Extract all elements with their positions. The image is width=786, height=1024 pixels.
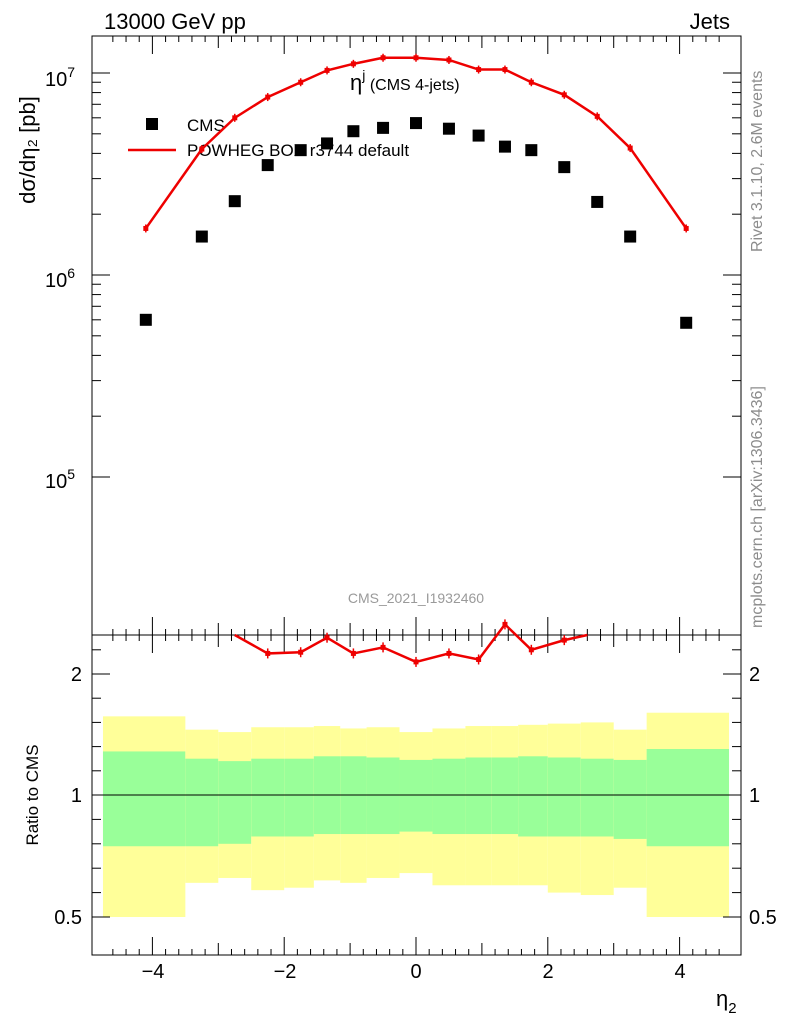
x-axis-label: η2 [716, 986, 737, 1017]
ratio-point [502, 621, 508, 627]
cms-point [139, 313, 152, 326]
header-right: Jets [690, 9, 730, 34]
green-band-bin [646, 749, 730, 847]
mcplots-label: mcplots.cern.ch [arXiv:1306.3436] [749, 386, 766, 628]
powheg-point [683, 225, 689, 231]
ratio-point [298, 649, 304, 655]
ratio-point [528, 647, 534, 653]
x-tick-label-m2: −2 [274, 961, 297, 983]
powheg-point [627, 145, 633, 151]
powheg-point [143, 225, 149, 231]
green-band-bin [491, 757, 519, 835]
ratio-point [350, 650, 356, 656]
cms-point [377, 121, 390, 134]
ratio-ylabel: Ratio to CMS [23, 744, 42, 845]
green-band-bin [580, 758, 614, 837]
axis-ticks [92, 36, 741, 955]
ratio-series [234, 619, 588, 667]
ratio-tick-right-2: 2 [749, 664, 760, 686]
x-tick-labels: −4 −2 0 2 4 [142, 961, 686, 983]
green-band-bin [613, 759, 647, 839]
ratio-point [446, 650, 452, 656]
y-tick-label-1e7: 107 [45, 64, 75, 91]
main-ylabel: dσ/dη₂ [pb] [15, 96, 40, 204]
powheg-point [298, 79, 304, 85]
cms-point [321, 137, 334, 150]
green-band-bin [399, 759, 433, 832]
powheg-point [199, 146, 205, 152]
green-band-bin [465, 757, 492, 835]
legend-cms-label: CMS [187, 116, 225, 135]
powheg-point [324, 67, 330, 73]
green-band-bin [518, 756, 548, 837]
x-tick-label-2: 2 [542, 961, 553, 983]
cms-point [228, 195, 241, 208]
y-tick-label-1e6: 106 [45, 265, 75, 292]
ratio-point [380, 644, 386, 650]
powheg-point [380, 55, 386, 61]
cms-point [442, 122, 455, 135]
x-tick-label-0: 0 [410, 961, 421, 983]
powheg-point [561, 92, 567, 98]
ratio-bands [102, 712, 730, 917]
x-tick-label-4: 4 [674, 961, 685, 983]
ratio-tick-right-1: 1 [749, 785, 760, 807]
powheg-point [232, 115, 238, 121]
green-band-bin [218, 761, 252, 844]
svg-text:ηj (CMS 4-jets): ηj (CMS 4-jets) [350, 67, 460, 95]
cms-point [558, 161, 571, 174]
y-tick-label-1e5: 105 [45, 466, 75, 493]
main-series [139, 53, 693, 329]
cms-point [525, 144, 538, 157]
green-band-bin [432, 758, 466, 835]
analysis-watermark: CMS_2021_I1932460 [348, 590, 484, 606]
powheg-point [446, 57, 452, 63]
cms-point [347, 125, 360, 138]
header-left: 13000 GeV pp [104, 9, 246, 34]
powheg-point [413, 55, 419, 61]
powheg-point [528, 79, 534, 85]
cms-point [294, 144, 307, 157]
green-band-bin [185, 758, 219, 847]
cms-point [498, 140, 511, 153]
cms-point [261, 159, 274, 172]
green-band-bin [366, 757, 400, 835]
legend: CMS POWHEG BOX r3744 default [128, 116, 409, 160]
cms-point [591, 195, 604, 208]
ratio-point [476, 656, 482, 662]
powheg-point [265, 94, 271, 100]
ratio-tick-left-0.5: 0.5 [54, 907, 82, 929]
rivet-label: Rivet 3.1.10, 2.6M events [749, 71, 766, 252]
cms-point [624, 230, 637, 243]
ratio-point [561, 637, 567, 643]
green-band-bin [547, 757, 581, 837]
ratio-tick-left-2: 2 [71, 664, 82, 686]
cms-point [472, 129, 485, 142]
main-y-tick-labels: 105 106 107 [45, 64, 75, 493]
powheg-point [350, 61, 356, 67]
cms-point [410, 117, 422, 130]
green-band-bin [251, 758, 285, 837]
cms-point [680, 316, 693, 329]
ratio-point [413, 659, 419, 665]
ratio-tick-left-1: 1 [71, 785, 82, 807]
powheg-point [476, 67, 482, 73]
cms-point [195, 230, 208, 243]
ratio-point [324, 635, 330, 641]
green-band-bin [102, 751, 186, 847]
ratio-tick-right-0.5: 0.5 [749, 907, 777, 929]
x-tick-label-m4: −4 [142, 961, 165, 983]
powheg-point [594, 113, 600, 119]
ratio-y-tick-labels: 0.5 1 2 0.5 1 2 [54, 664, 777, 929]
plot-title: ηj (CMS 4-jets) [350, 67, 460, 95]
ratio-point [265, 650, 271, 656]
powheg-point [502, 67, 508, 73]
green-band-bin [284, 758, 314, 837]
legend-cms-marker [146, 118, 158, 130]
